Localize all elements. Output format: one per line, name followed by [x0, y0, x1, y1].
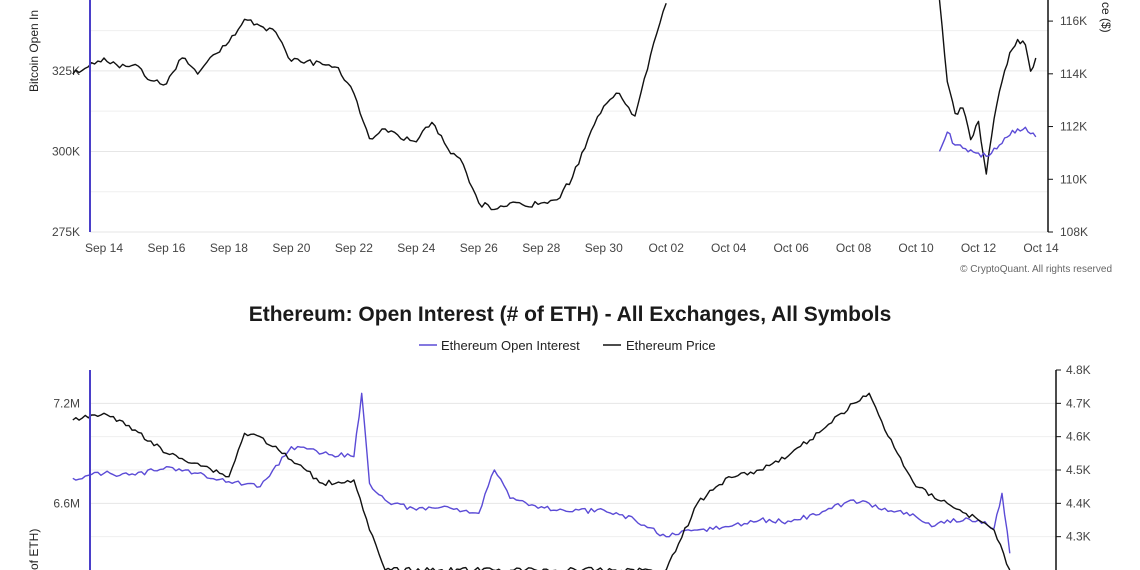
- y2-tick-label: 116K: [1060, 14, 1087, 28]
- x-tick-label: Oct 10: [898, 241, 934, 255]
- y-tick-label: 300K: [52, 144, 80, 158]
- btc-chart-y2label: ce ($): [1099, 2, 1113, 33]
- y-tick-label: 7.2M: [53, 396, 80, 410]
- x-tick-label: Sep 14: [85, 241, 123, 255]
- x-tick-label: Oct 12: [961, 241, 997, 255]
- legend-label-price: Ethereum Price: [626, 338, 716, 353]
- legend-label-open-interest: Ethereum Open Interest: [441, 338, 580, 353]
- series-line-0-2: [938, 126, 1037, 158]
- btc-chart-series: [72, 0, 1037, 211]
- x-tick-label: Oct 14: [1023, 241, 1059, 255]
- x-tick-label: Sep 28: [522, 241, 560, 255]
- y2-tick-label: 4.7K: [1066, 396, 1091, 410]
- x-tick-label: Oct 04: [711, 241, 747, 255]
- series-line-ethereum-price: [72, 392, 1011, 570]
- eth-chart-ticks: 6.6M 7.2M 4.3K 4.4K 4.5K 4.6K 4.7K 4.8K: [53, 363, 1090, 544]
- y2-tick-label: 4.8K: [1066, 363, 1091, 377]
- eth-chart-legend: Ethereum Open Interest Ethereum Price: [419, 338, 716, 353]
- y2-tick-label: 4.3K: [1066, 530, 1091, 544]
- y2-tick-label: 4.6K: [1066, 430, 1091, 444]
- y-tick-label: 275K: [52, 225, 80, 239]
- x-tick-label: Sep 16: [147, 241, 185, 255]
- legend-item-price[interactable]: Ethereum Price: [603, 338, 716, 353]
- x-tick-label: Oct 02: [649, 241, 685, 255]
- series-line-0-1: [938, 0, 1037, 175]
- x-tick-label: Sep 18: [210, 241, 248, 255]
- eth-chart-grid: [90, 402, 1056, 538]
- x-tick-label: Sep 20: [272, 241, 310, 255]
- y2-tick-label: 108K: [1060, 225, 1088, 239]
- eth-chart-ylabel: of ETH): [27, 529, 41, 570]
- x-tick-label: Sep 30: [585, 241, 623, 255]
- y2-tick-label: 4.4K: [1066, 496, 1091, 510]
- y2-tick-label: 112K: [1060, 120, 1087, 134]
- y2-tick-label: 114K: [1060, 67, 1087, 81]
- x-tick-label: Sep 22: [335, 241, 373, 255]
- y2-tick-label: 110K: [1060, 172, 1087, 186]
- eth-chart-series: [72, 392, 1011, 570]
- y2-tick-label: 4.5K: [1066, 463, 1091, 477]
- series-line-ethereum-open-interest: [72, 392, 1011, 554]
- x-tick-label: Oct 08: [836, 241, 872, 255]
- y-tick-label: 325K: [52, 64, 80, 78]
- x-tick-label: Sep 24: [397, 241, 435, 255]
- btc-chart-ticks: 275K 300K 325K 108K 110K 112K 114K 116K Sep 14 Se…: [52, 14, 1088, 255]
- btc-chart-ylabel: Bitcoin Open In: [27, 10, 41, 92]
- x-tick-label: Sep 26: [460, 241, 498, 255]
- y-tick-label: 6.6M: [53, 496, 80, 510]
- x-tick-label: Oct 06: [773, 241, 809, 255]
- series-line-0-0: [72, 2, 667, 211]
- legend-item-open-interest[interactable]: Ethereum Open Interest: [419, 338, 580, 353]
- btc-chart-grid: [90, 30, 1048, 233]
- eth-chart-title: Ethereum: Open Interest (# of ETH) - All…: [249, 303, 892, 326]
- copyright-note: © CryptoQuant. All rights reserved: [960, 264, 1112, 275]
